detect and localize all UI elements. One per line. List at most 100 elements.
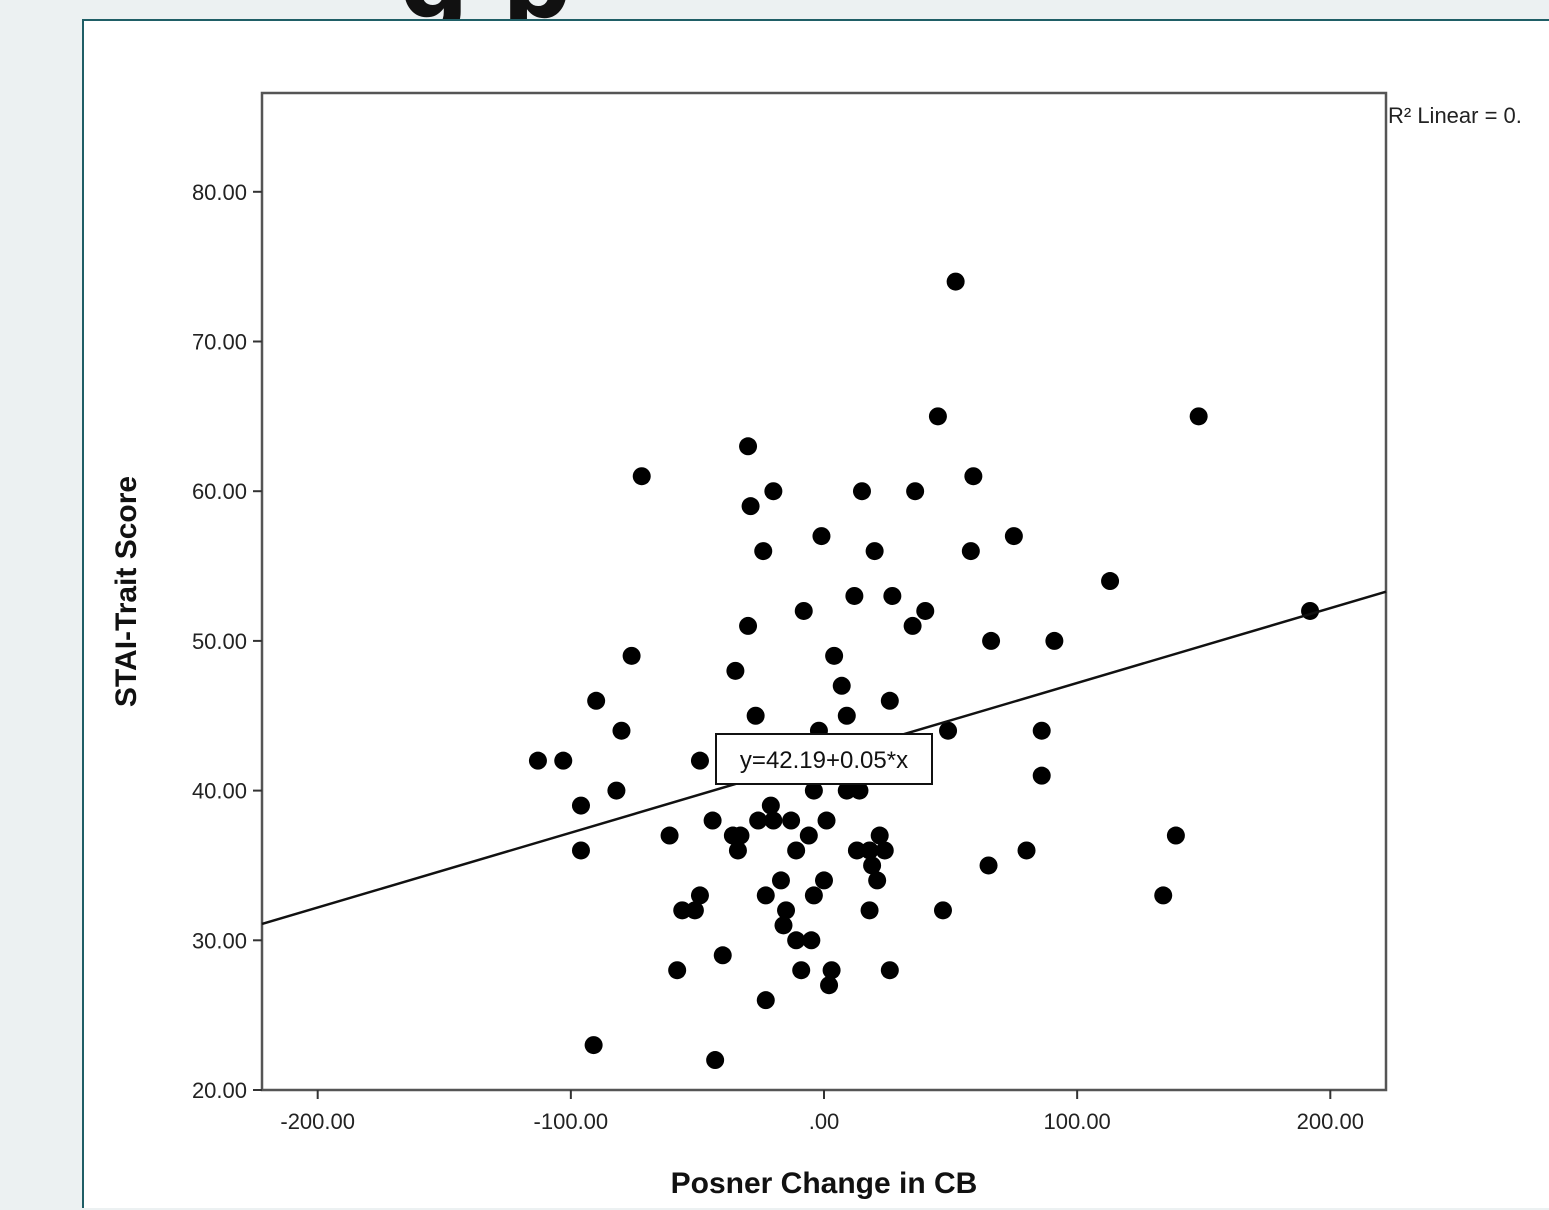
data-point [703,811,722,830]
data-point [837,706,856,725]
data-point [847,841,866,860]
data-point [832,676,851,695]
data-point [728,841,747,860]
data-point [815,871,833,890]
data-point [731,826,750,845]
data-point [1154,886,1173,905]
data-point [660,826,679,845]
data-point [771,871,790,890]
data-point [741,497,760,516]
data-point [804,886,823,905]
data-point [883,586,902,605]
data-point [739,437,758,456]
data-point [685,901,704,920]
data-point [982,631,1001,650]
data-point [1017,841,1036,860]
data-point [782,811,801,830]
data-point [571,796,590,815]
data-point [787,841,806,860]
data-point [916,601,935,620]
data-point [726,661,745,680]
data-point [822,961,841,980]
equation-label-box [715,733,933,785]
data-point [584,1036,603,1055]
r2-label: R² Linear = 0. [1388,103,1522,128]
data-point [668,961,687,980]
data-point [764,482,783,501]
y-tick-label: 40.00 [192,779,247,804]
x-tick-label: -200.00 [280,1109,355,1134]
data-point [860,901,879,920]
data-point [794,601,813,620]
data-point [1032,721,1051,740]
data-point [622,646,641,665]
data-point [865,542,884,561]
data-point [799,826,818,845]
data-point [754,542,773,561]
data-point [880,691,899,710]
data-point [739,616,758,635]
data-point [845,586,864,605]
data-point [875,841,894,860]
data-point [804,781,823,800]
data-point [632,467,651,486]
data-point [802,931,821,950]
data-point [946,272,965,291]
data-point [587,691,606,710]
equation-label: y=42.19+0.05*x [740,747,908,774]
data-point [906,482,925,501]
data-point [746,706,765,725]
data-point [1045,631,1064,650]
data-point [933,901,952,920]
data-point [690,751,709,770]
data-point [761,796,780,815]
data-point [1101,572,1120,591]
data-point [571,841,590,860]
data-point [964,467,983,486]
data-point [1189,407,1208,426]
data-point [749,811,768,830]
data-point [1032,766,1051,785]
scatter-chart: 20.00 30.00 40.00 50.00 60.00 70.00 80.00 -200.… [110,91,1522,1200]
data-point [756,991,775,1010]
data-point [792,961,811,980]
y-tick-label: 70.00 [192,330,247,355]
data-point [870,826,889,845]
data-point [690,886,709,905]
data-point [713,946,732,965]
data-point [903,616,922,635]
data-point [817,811,836,830]
data-point [880,961,899,980]
y-tick-label: 80.00 [192,180,247,205]
data-point [612,721,631,740]
x-tick-label: 200.00 [1297,1109,1364,1134]
data-point [607,781,626,800]
data-point [673,901,692,920]
y-axis-title: STAI-Trait Score [110,476,143,707]
data-point [939,721,958,740]
data-point [812,527,831,546]
data-point [868,871,887,890]
chart-panel: 20.00 30.00 40.00 50.00 60.00 70.00 80.00 -200.… [82,19,1549,1208]
x-tick-label: 100.00 [1044,1109,1111,1134]
data-point [756,886,775,905]
data-point [554,751,573,770]
data-point [852,482,871,501]
data-point [850,781,869,800]
data-point [961,542,980,561]
y-tick-label: 60.00 [192,479,247,504]
x-axis-title: Posner Change in CB [671,1167,978,1200]
data-point [820,976,839,995]
data-point [1004,527,1023,546]
data-point [774,916,793,935]
y-tick-label: 30.00 [192,928,247,953]
data-point [863,856,882,875]
data-point [528,751,547,770]
data-point [787,931,806,950]
y-tick-label: 50.00 [192,629,247,654]
data-point [860,841,879,860]
x-tick-label: -100.00 [534,1109,609,1134]
data-point [764,811,783,830]
data-point [825,646,844,665]
data-point [837,781,856,800]
